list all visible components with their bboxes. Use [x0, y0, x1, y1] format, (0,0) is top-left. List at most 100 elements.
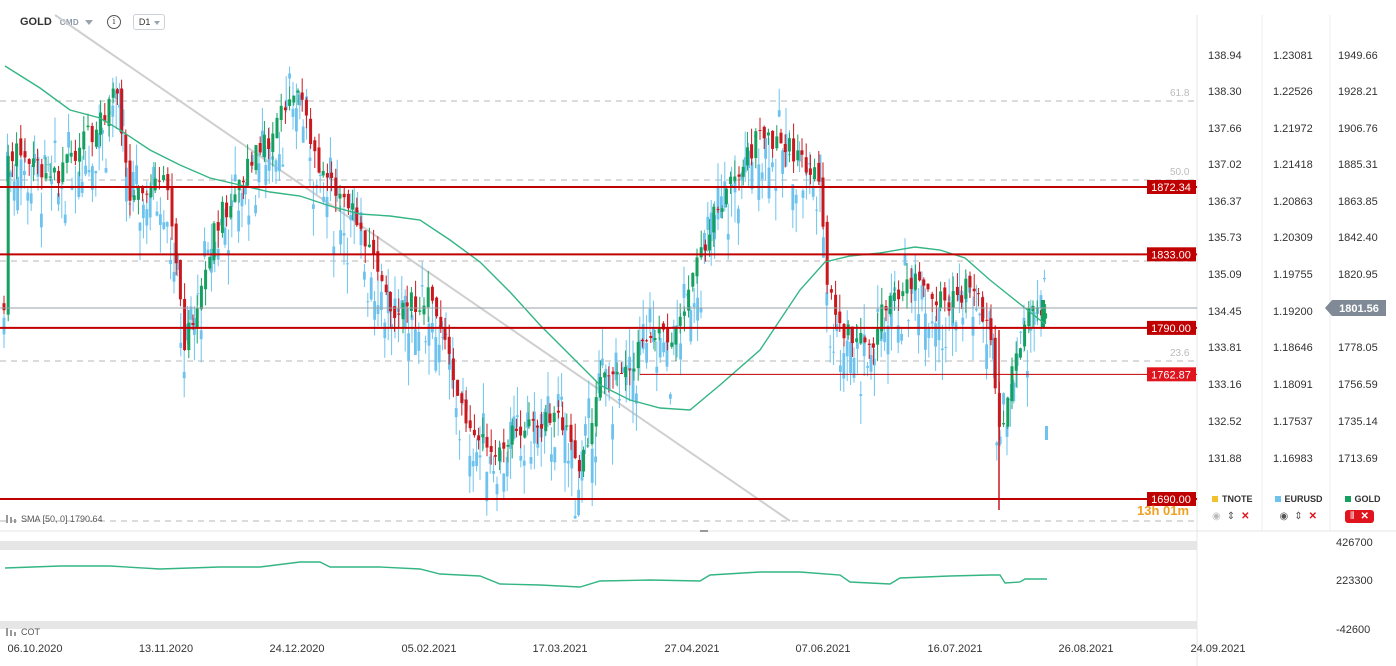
candle-countdown: 13h 01m: [1137, 503, 1190, 518]
eurusd-candle: [839, 349, 842, 391]
eurusd-candle: [1012, 379, 1016, 404]
eurusd-candle: [560, 373, 563, 407]
gold-candle: [779, 128, 783, 144]
eurusd-candle: [502, 472, 506, 499]
gold-axis-tick: 1842.40: [1338, 232, 1378, 244]
eurusd-candle: [230, 174, 234, 238]
eurusd-candle: [240, 188, 244, 228]
eurusd-candle: [845, 310, 849, 382]
gold-candle: [120, 79, 124, 146]
eurusd-candle: [774, 158, 778, 221]
eurusd-candle: [1026, 350, 1029, 407]
sma-indicator-label[interactable]: SMA [50, 0] 1790.64: [6, 514, 103, 524]
eurusd-candle: [189, 296, 193, 331]
gold-candle: [23, 138, 27, 163]
eurusd-candle: [478, 426, 482, 481]
eurusd-candle: [570, 431, 574, 497]
eurusd-candle: [1043, 269, 1046, 283]
timeframe-select[interactable]: D1: [132, 14, 166, 30]
gold-candle: [804, 143, 808, 176]
gold-candle: [867, 339, 871, 359]
eurusd-candle: [584, 416, 587, 454]
eurusd-candle: [193, 306, 196, 361]
symbol-label[interactable]: GOLD: [20, 16, 52, 28]
gold-candle: [972, 274, 976, 307]
gold-candle: [1044, 304, 1048, 325]
gold-candle: [40, 158, 44, 190]
info-icon[interactable]: i: [106, 15, 121, 29]
eurusd-candle: [706, 201, 710, 253]
gold-axis-tick: 1906.76: [1338, 123, 1378, 135]
eurusd-candle: [77, 170, 81, 200]
eurusd-candle: [832, 323, 835, 365]
cot-indicator-label[interactable]: COT: [6, 627, 40, 637]
gold-candle: [519, 410, 523, 449]
gold-candle: [741, 159, 745, 186]
eurusd-candle: [376, 275, 380, 327]
date-axis-tick: 26.08.2021: [1058, 643, 1113, 655]
eurusd-candle: [958, 263, 961, 314]
eurusd-axis-tick: 1.19755: [1273, 269, 1313, 281]
gold-candle: [758, 117, 762, 140]
eurusd-candle: [896, 305, 900, 354]
eurusd-candle: [482, 383, 485, 449]
tnote-controls[interactable]: ◉ ⇕ ✕: [1212, 510, 1250, 523]
symbol-dropdown-icon[interactable]: [84, 19, 93, 25]
eurusd-candle: [295, 83, 298, 150]
eurusd-candle: [43, 139, 47, 173]
gold-candle: [687, 275, 691, 318]
eurusd-candle: [669, 392, 672, 405]
eurusd-candle: [488, 453, 492, 474]
gold-candle: [15, 132, 19, 180]
gold-candle: [771, 130, 775, 158]
gold-candle: [258, 136, 262, 156]
eurusd-candle: [67, 113, 70, 163]
gold-candle: [611, 366, 615, 389]
eurusd-candle: [420, 261, 424, 298]
eurusd-candle: [621, 361, 625, 374]
gold-candle: [405, 285, 409, 323]
eurusd-candle: [142, 199, 145, 239]
eurusd-candle: [329, 137, 332, 202]
gold-candle: [157, 166, 161, 190]
gold-candle: [535, 419, 539, 444]
eurusd-candle: [900, 326, 903, 345]
current-price-tag: [1325, 300, 1386, 316]
eurusd-candle: [434, 311, 438, 373]
eurusd-candle: [159, 197, 162, 253]
gold-controls[interactable]: ⦀ ✕: [1345, 510, 1374, 523]
gold-candle: [880, 287, 884, 339]
eurusd-candle: [80, 155, 84, 198]
eurusd-candle: [322, 182, 325, 205]
gold-candle: [527, 402, 531, 429]
eurusd-candle: [512, 395, 516, 441]
gold-candle: [2, 295, 6, 315]
gold-candle: [199, 278, 203, 311]
eurusd-candle: [655, 341, 659, 392]
eurusd-candle: [84, 150, 87, 177]
level-tag-label: 1833.00: [1151, 249, 1191, 261]
gold-candle: [607, 366, 611, 393]
eurusd-controls[interactable]: ◉ ⇕ ✕: [1280, 510, 1318, 523]
gold-candle: [212, 220, 216, 265]
gold-candle: [443, 317, 447, 350]
gold-candle: [145, 190, 149, 203]
gold-candle: [1023, 320, 1027, 351]
eurusd-swatch: [1274, 496, 1281, 502]
eurusd-candle: [46, 156, 50, 172]
eurusd-candle: [856, 325, 859, 374]
remove-icon: ✕: [1360, 511, 1369, 522]
level-tag: [1147, 367, 1196, 382]
gold-swatch: [1344, 496, 1351, 502]
eurusd-candle: [509, 407, 512, 479]
level-tag: [1147, 320, 1196, 335]
tnote-axis-tick: 136.37: [1208, 196, 1242, 208]
eurusd-candle: [869, 343, 873, 380]
gold-candle: [582, 446, 586, 478]
eurusd-candle: [546, 372, 550, 428]
gold-candle: [69, 140, 73, 164]
gold-candle: [367, 227, 371, 248]
eurusd-candle: [9, 169, 13, 193]
eurusd-candle: [33, 135, 36, 176]
